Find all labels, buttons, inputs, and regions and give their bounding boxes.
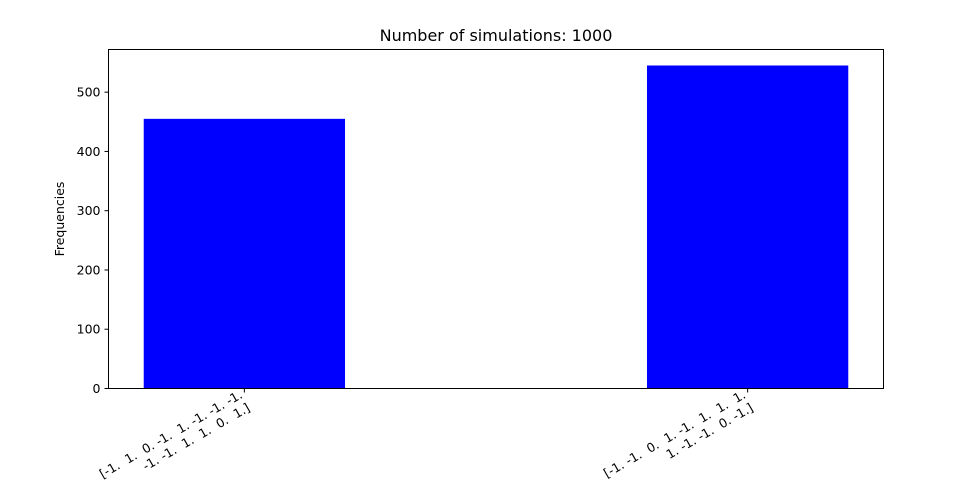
bar-1 <box>143 118 346 389</box>
x-tick-label: [-1. 1. 0. -1. 1. -1. -1. -1. -1. -1. 1.… <box>97 387 253 483</box>
y-tick-label: 200 <box>77 262 101 277</box>
y-ticks-group: 0 100 200 300 400 500 <box>77 85 109 396</box>
x-ticks-group: [-1. 1. 0. -1. 1. -1. -1. -1. -1. -1. 1.… <box>97 387 756 483</box>
y-tick-label: 100 <box>77 322 101 337</box>
y-tick-label: 500 <box>77 85 101 100</box>
bars-group <box>143 65 849 389</box>
y-tick-label: 400 <box>77 144 101 159</box>
y-tick-label: 300 <box>77 203 101 218</box>
bar-2 <box>646 65 849 389</box>
plot-frame <box>108 49 884 389</box>
y-tick-label: 0 <box>93 381 101 396</box>
chart-title: Number of simulations: 1000 <box>380 26 613 45</box>
x-tick-label: [-1. -1. 0. 1. -1. 1. 1. 1. 1. -1. -1. 0… <box>601 387 756 483</box>
y-axis-label: Frequencies <box>52 182 67 257</box>
